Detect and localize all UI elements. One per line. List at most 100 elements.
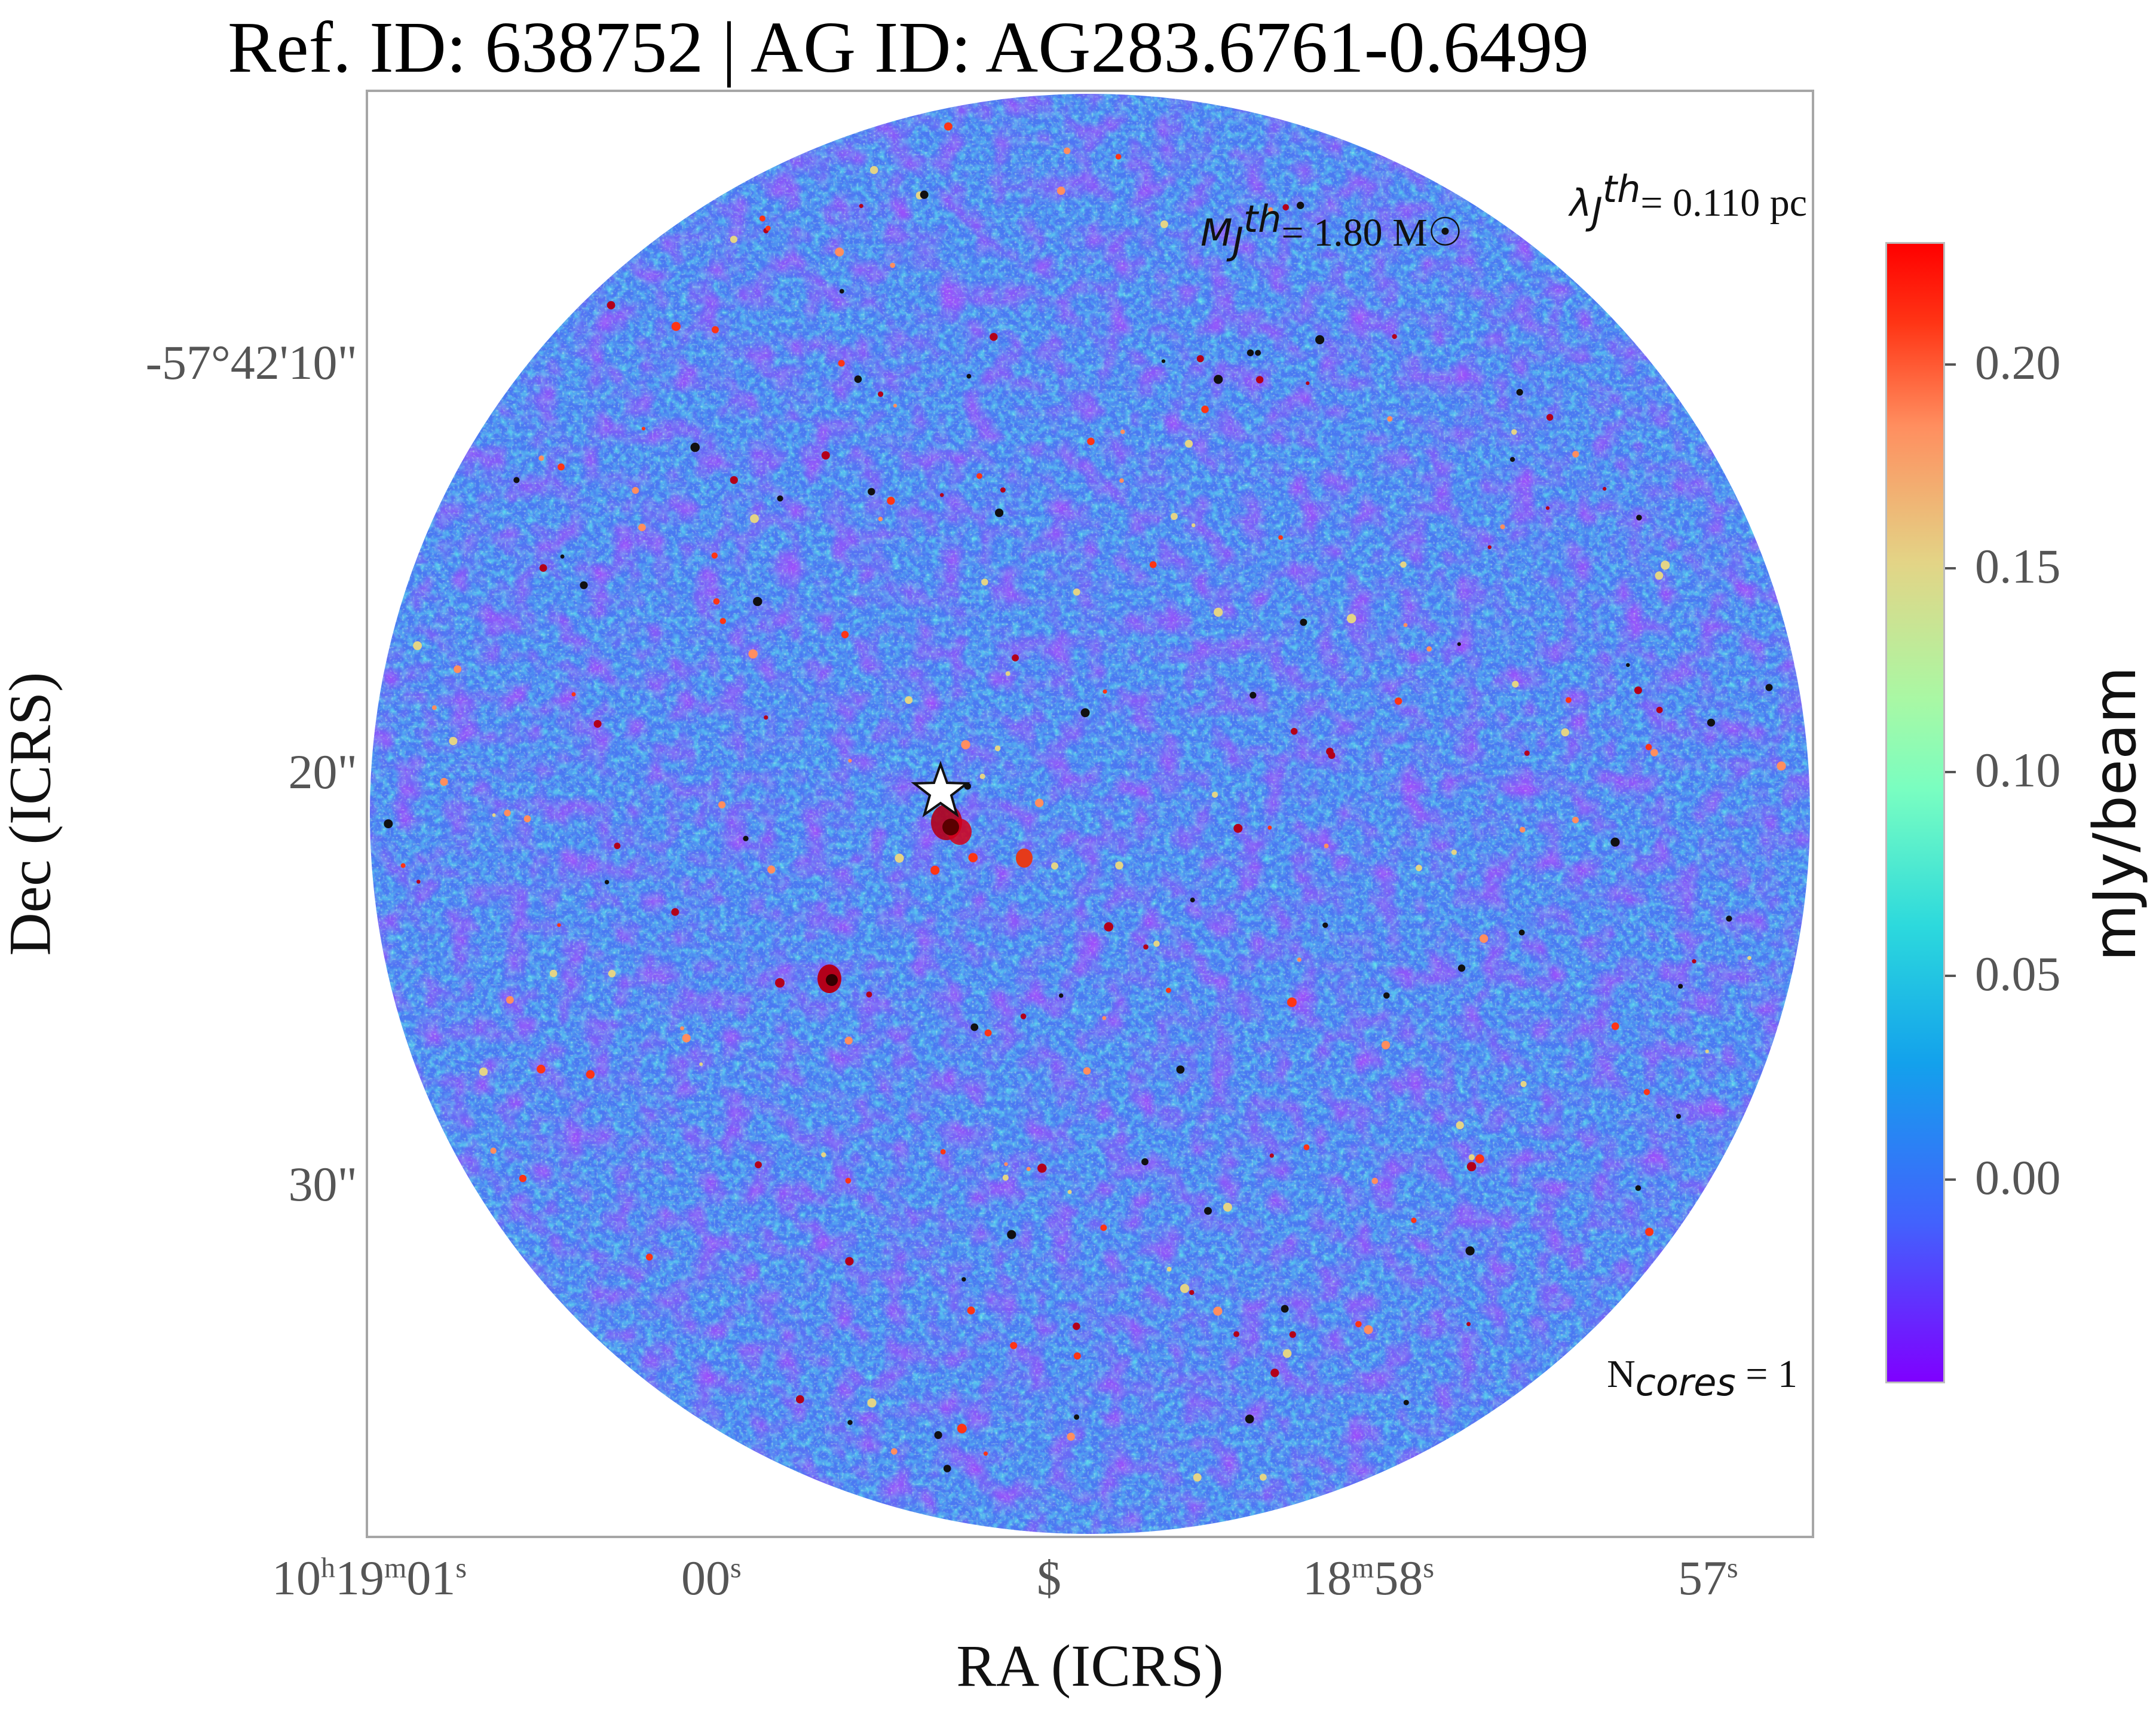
map-pixel — [1645, 743, 1652, 751]
map-pixel — [1282, 1349, 1292, 1358]
map-pixel — [690, 442, 700, 452]
map-pixel — [1403, 1399, 1409, 1405]
map-pixel — [1051, 862, 1058, 870]
map-pixel — [753, 596, 762, 607]
x-tick-label: $ — [1037, 1551, 1061, 1605]
map-pixel — [835, 247, 844, 257]
map-pixel — [1100, 1224, 1107, 1231]
map-pixel — [431, 705, 437, 711]
map-pixel — [845, 1178, 852, 1184]
map-pixel — [1572, 816, 1579, 823]
y-tick-label: -57°42'10" — [145, 335, 357, 390]
jeans-mass-annotation: MJth= 1.80 M☉ — [1200, 197, 1463, 264]
map-pixel — [1346, 614, 1356, 623]
x-tick-label: 10h19m01s — [272, 1551, 467, 1605]
map-pixel — [1705, 1049, 1709, 1054]
map-pixel — [1395, 697, 1402, 705]
map-pixel — [869, 166, 878, 174]
colorbar-tick-label: 0.10 — [1975, 742, 2061, 797]
map-pixel — [560, 554, 565, 559]
map-pixel — [1626, 663, 1630, 667]
map-pixel — [1511, 429, 1517, 435]
map-pixel — [1120, 429, 1125, 434]
colorbar-tick-label: 0.00 — [1975, 1150, 2061, 1205]
map-pixel — [1104, 922, 1114, 932]
map-pixel — [1287, 997, 1297, 1007]
map-pixel — [712, 326, 719, 333]
map-pixel — [970, 1023, 979, 1031]
map-pixel — [1212, 791, 1218, 798]
map-pixel — [1223, 1202, 1232, 1212]
map-pixel — [604, 880, 610, 884]
map-pixel — [890, 1448, 898, 1455]
map-pixel — [1007, 1230, 1016, 1239]
map-pixel — [1475, 1154, 1484, 1163]
map-pixel — [755, 1161, 762, 1169]
map-field — [370, 94, 1810, 1534]
map-pixel — [895, 853, 904, 863]
map-pixel — [748, 649, 758, 659]
map-pixel — [1426, 646, 1432, 652]
map-pixel — [1233, 823, 1243, 833]
x-tick-label: 00s — [681, 1551, 742, 1605]
map-pixel — [1457, 642, 1461, 646]
map-pixel — [920, 190, 929, 199]
map-pixel — [671, 908, 679, 916]
map-pixel — [537, 1064, 546, 1074]
map-pixel — [571, 692, 576, 697]
map-pixel — [878, 391, 884, 397]
colorbar — [1885, 242, 1945, 1383]
x-tick-label: 18m58s — [1303, 1551, 1435, 1605]
colorbar-tick-mark — [1945, 363, 1956, 366]
map-pixel — [1545, 506, 1550, 510]
map-pixel — [1073, 1352, 1081, 1360]
map-pixel — [504, 809, 511, 817]
map-pixel — [984, 1029, 992, 1037]
map-pixel — [1747, 956, 1751, 960]
map-pixel — [777, 495, 783, 502]
map-pixel — [1297, 957, 1301, 962]
colorbar-tick-mark — [1945, 566, 1956, 569]
map-pixel — [841, 630, 849, 639]
map-pixel — [1056, 186, 1065, 195]
map-pixel — [680, 1026, 684, 1031]
map-pixel — [859, 204, 863, 209]
map-pixel — [1306, 381, 1310, 385]
map-pixel — [1500, 524, 1505, 529]
map-pixel — [1512, 681, 1519, 688]
map-pixel — [1634, 686, 1642, 694]
map-pixel — [549, 969, 558, 978]
jeans-length-annotation: λJth= 0.110 pc — [1569, 167, 1807, 234]
map-pixel — [1281, 1304, 1289, 1313]
map-pixel — [1037, 1163, 1047, 1173]
map-pixel — [1087, 437, 1095, 445]
map-pixel — [719, 618, 726, 624]
map-pixel — [711, 552, 718, 559]
map-pixel — [994, 745, 1001, 752]
map-pixel — [1692, 959, 1696, 964]
map-pixel — [1267, 825, 1272, 830]
x-tick-label: 57s — [1678, 1551, 1738, 1605]
map-pixel — [765, 225, 771, 231]
map-pixel — [1546, 414, 1554, 421]
map-pixel — [1676, 1114, 1682, 1119]
map-pixel — [821, 451, 830, 460]
map-pixel — [1282, 204, 1289, 211]
map-pixel — [1005, 671, 1010, 676]
map-pixel — [1572, 451, 1579, 458]
map-pixel — [983, 1451, 988, 1456]
map-pixel — [795, 1395, 804, 1404]
map-pixel — [1300, 618, 1307, 626]
map-pixel — [1403, 623, 1408, 627]
map-pixel — [1636, 515, 1642, 520]
map-pixel — [1073, 588, 1080, 596]
map-pixel — [1214, 375, 1223, 384]
map-pixel — [730, 476, 738, 484]
map-pixel — [1518, 929, 1525, 936]
map-pixel — [1067, 1432, 1075, 1441]
map-pixel — [1214, 607, 1223, 617]
map-pixel — [1064, 147, 1071, 154]
map-pixel — [1650, 749, 1658, 757]
map-pixel — [539, 564, 547, 572]
map-pixel — [1466, 1162, 1477, 1172]
